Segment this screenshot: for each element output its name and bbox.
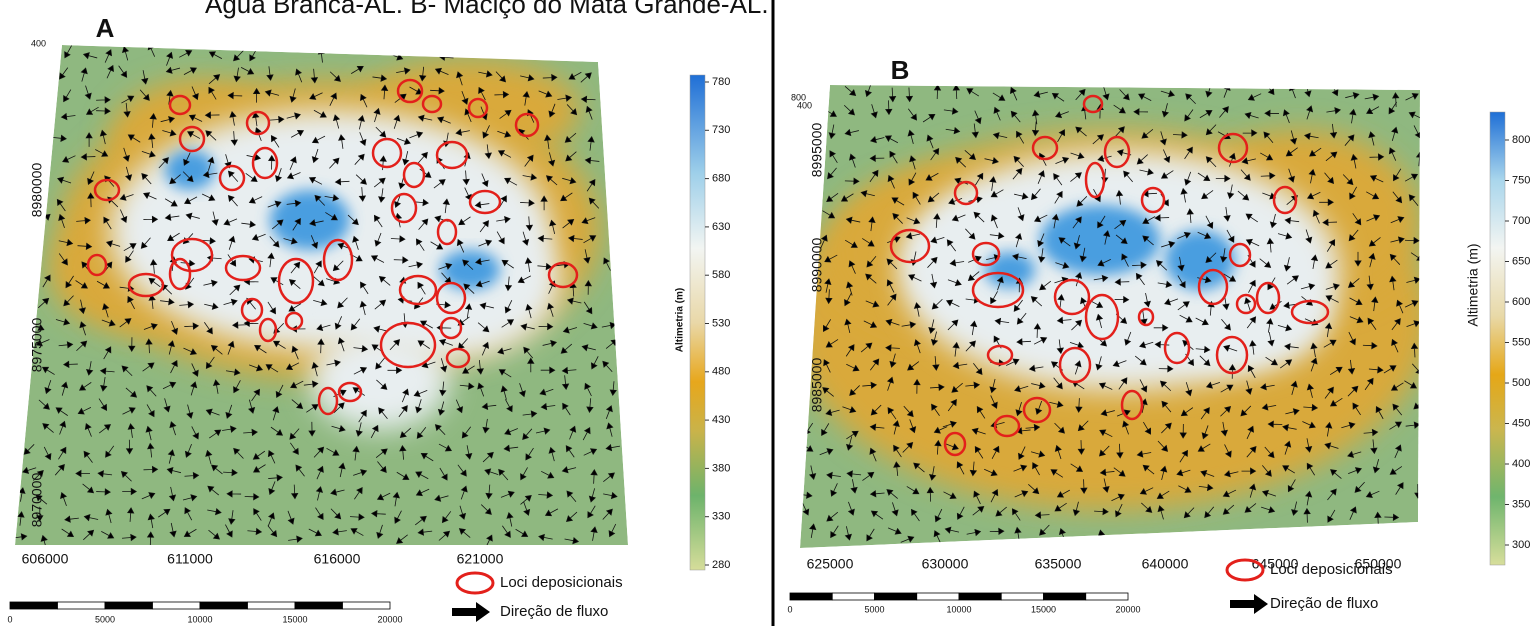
colorbar-tick-label: 550 [1512, 336, 1530, 348]
scale-bar-label: 0 [787, 604, 792, 614]
scale-bar-segment [248, 602, 296, 609]
x-tick-label: 616000 [314, 551, 361, 567]
legend-label: Direção de fluxo [1270, 595, 1378, 612]
panel-label: A [96, 13, 115, 43]
colorbar-tick-label: 800 [1512, 134, 1530, 146]
x-tick-label: 606000 [22, 551, 69, 567]
colorbar-tick-label: 750 [1512, 174, 1530, 186]
legend-label: Loci deposicionais [1270, 561, 1393, 578]
colorbar-tick-label: 450 [1512, 417, 1530, 429]
x-tick-label: 625000 [807, 556, 854, 572]
map-panel: A 400 606000 611000 616000 621000 8980000 89750… [7, 13, 730, 625]
panel-label: B [891, 55, 910, 85]
scale-bar-segment [343, 602, 391, 609]
colorbar-tick-label: 530 [712, 317, 730, 329]
scale-bar-segment [1044, 593, 1086, 600]
y-tick-label: 8980000 [29, 163, 45, 218]
scale-bar-segment [10, 602, 58, 609]
x-tick-label: 611000 [167, 551, 213, 567]
scale-bar-segment [875, 593, 917, 600]
colorbar-tick-label: 730 [712, 124, 730, 136]
scale-bar-label: 10000 [187, 614, 212, 624]
scale-bar-segment [832, 593, 874, 600]
scale-bar-segment [1001, 593, 1043, 600]
scale-bar-label: 0 [7, 614, 12, 624]
corner-label: 400 [31, 38, 46, 48]
colorbar-tick-label: 400 [1512, 458, 1530, 470]
colorbar-tick-label: 600 [1512, 296, 1530, 308]
legend-label: Direção de fluxo [500, 603, 608, 620]
colorbar-tick-label: 380 [712, 462, 730, 474]
y-tick-label: 8970000 [29, 473, 45, 528]
elevation-map [790, 81, 1430, 548]
scale-bar-label: 15000 [282, 614, 307, 624]
scale-bar-label: 5000 [864, 604, 884, 614]
figure: Água Branca-AL. B- Maciço do Mata Grande… [0, 0, 1534, 626]
scale-bar-label: 5000 [95, 614, 115, 624]
colorbar-tick-label: 350 [1512, 498, 1530, 510]
scale-bar-segment [917, 593, 959, 600]
scale-bar-segment [153, 602, 201, 609]
legend-label: Loci deposicionais [500, 574, 623, 591]
colorbar [690, 75, 705, 570]
scale-bar-label: 15000 [1031, 604, 1056, 614]
scale-bar-label: 10000 [946, 604, 971, 614]
colorbar-tick-label: 280 [712, 559, 730, 571]
colorbar-title: Altimetria (m) [675, 288, 686, 352]
y-tick-label: 8975000 [29, 318, 45, 373]
map-panel: B800400625000630000635000640000645000650… [787, 55, 1530, 615]
scale-bar-segment [1086, 593, 1128, 600]
colorbar-tick-label: 700 [1512, 215, 1530, 227]
scale-bar-label: 20000 [377, 614, 402, 624]
scale-bar-segment [790, 593, 832, 600]
colorbar-tick-label: 780 [712, 76, 730, 88]
y-tick-label: 8990000 [809, 238, 825, 293]
legend-flow-symbol [1230, 594, 1268, 614]
colorbar-tick-label: 630 [712, 221, 730, 233]
colorbar-tick-label: 680 [712, 173, 730, 185]
colorbar-tick-label: 580 [712, 269, 730, 281]
legend-locus-symbol [457, 573, 493, 593]
caption: Água Branca-AL. B- Maciço do Mata Grande… [205, 0, 769, 19]
colorbar [1490, 112, 1505, 565]
x-tick-label: 635000 [1035, 556, 1082, 572]
corner-label: 400 [797, 100, 812, 110]
colorbar-tick-label: 330 [712, 511, 730, 523]
x-tick-label: 630000 [922, 556, 969, 572]
y-tick-label: 8985000 [809, 358, 825, 413]
terrain-peak [165, 150, 215, 190]
page: Água Branca-AL. B- Maciço do Mata Grande… [0, 0, 1534, 626]
scale-bar-segment [200, 602, 248, 609]
colorbar-tick-label: 430 [712, 414, 730, 426]
scale-bar-label: 20000 [1115, 604, 1140, 614]
x-tick-label: 640000 [1142, 556, 1189, 572]
colorbar-tick-label: 650 [1512, 255, 1530, 267]
colorbar-tick-label: 500 [1512, 377, 1530, 389]
scale-bar-segment [959, 593, 1001, 600]
colorbar-tick-label: 480 [712, 366, 730, 378]
colorbar-tick-label: 300 [1512, 539, 1530, 551]
y-tick-label: 8995000 [809, 123, 825, 178]
terrain-peak [985, 252, 1035, 288]
scale-bar-segment [58, 602, 106, 609]
scale-bar-segment [105, 602, 153, 609]
scale-bar-segment [295, 602, 343, 609]
x-tick-label: 621000 [457, 551, 504, 567]
legend-flow-symbol [452, 602, 490, 622]
colorbar-title: Altimetria (m) [1465, 243, 1481, 326]
